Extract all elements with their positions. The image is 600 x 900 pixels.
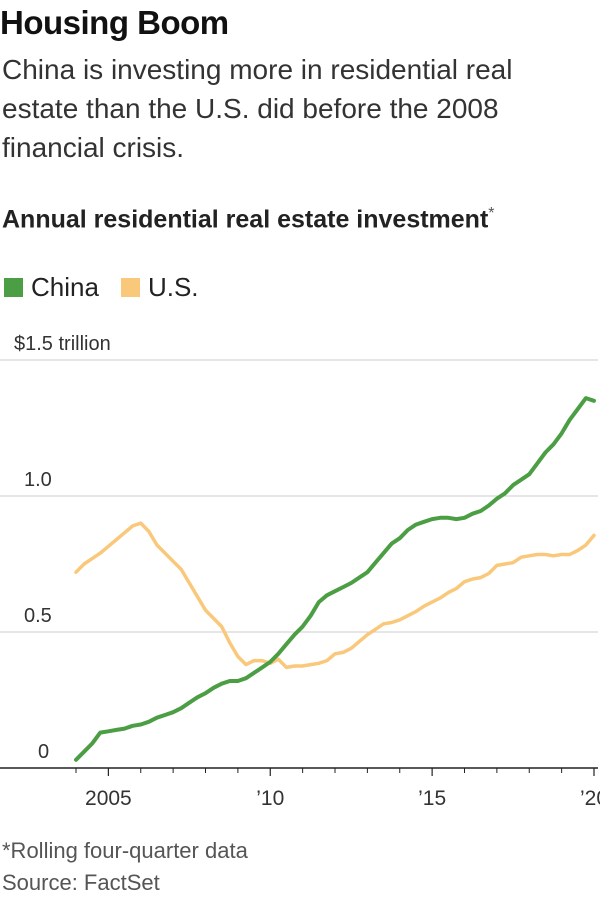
x-tick-label: ’15: [418, 787, 446, 810]
y-tick-label: 0.5: [24, 605, 52, 627]
y-tick-label: $1.5 trillion: [14, 333, 111, 355]
y-tick-label: 0: [38, 741, 49, 763]
chart-heading: Annual residential real estate investmen…: [2, 205, 495, 234]
legend-swatch-china: [4, 278, 23, 297]
legend-swatch-us: [120, 278, 140, 297]
footnote: *Rolling four-quarter data: [2, 838, 248, 863]
source-note: Source: FactSet: [2, 870, 160, 895]
chart-subtitle: China is investing more in residential r…: [2, 54, 513, 163]
chart-heading-text: Annual residential real estate investmen…: [2, 205, 489, 234]
x-tick-label: ’10: [256, 787, 284, 810]
legend-label-us: U.S.: [147, 272, 199, 302]
series-line-china: [74, 396, 596, 762]
footnote-marker: *: [488, 205, 495, 222]
x-tick-label: ’20: [580, 787, 600, 810]
series-line-us: [74, 521, 596, 670]
legend-label-china: China: [31, 272, 99, 302]
legend-item-us: U.S.: [120, 272, 199, 303]
x-tick-label: 2005: [85, 787, 132, 810]
y-tick-label: 1.0: [24, 469, 52, 491]
legend-item-china: China: [4, 272, 99, 303]
legend: China U.S.: [4, 272, 221, 303]
chart-title: Housing Boom: [0, 4, 229, 41]
